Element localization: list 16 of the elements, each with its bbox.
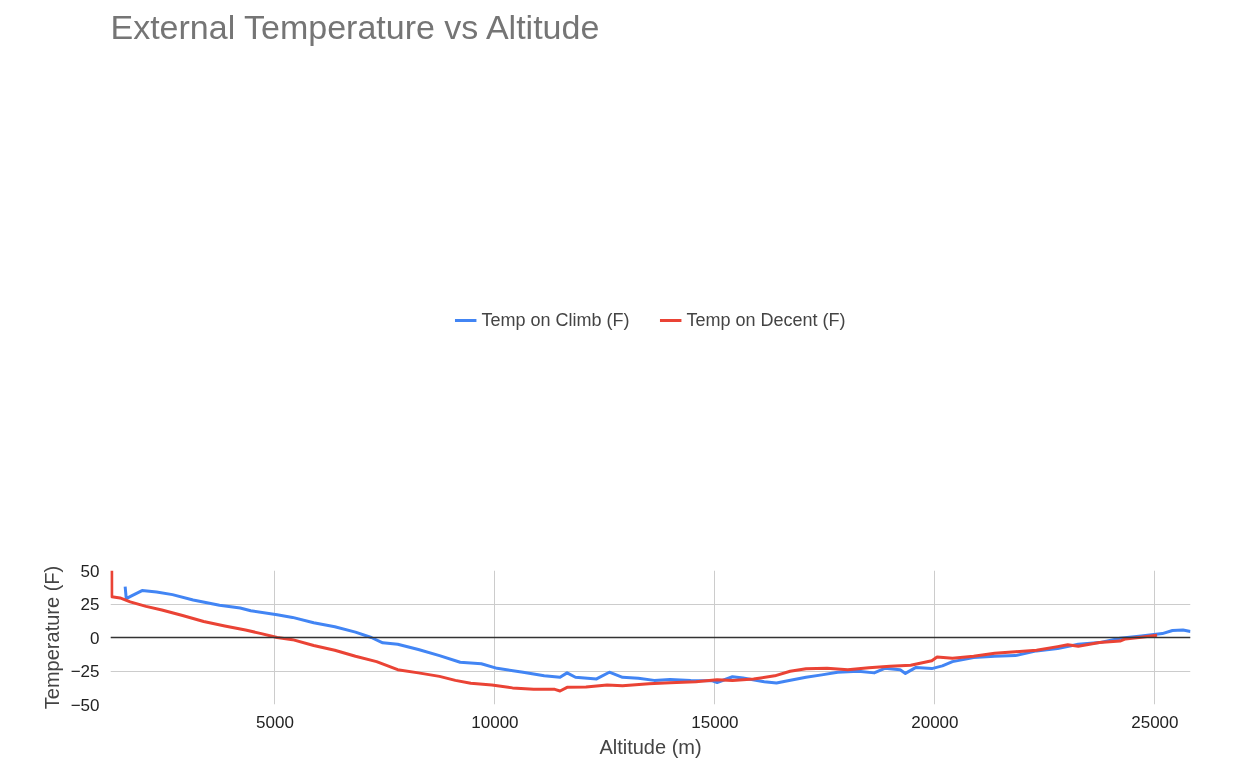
chart-title: External Temperature vs Altitude — [110, 7, 600, 46]
x-tick-label: 10000 — [471, 712, 519, 732]
legend-label: Temp on Decent (F) — [686, 309, 846, 331]
x-axis-title: Altitude (m) — [599, 735, 702, 758]
legend-label: Temp on Climb (F) — [481, 309, 630, 331]
x-tick-label: 25000 — [1131, 712, 1179, 732]
y-tick-label: 50 — [80, 561, 100, 581]
y-axis-title: Temperature (F) — [40, 565, 63, 710]
y-tick-label: −25 — [70, 662, 100, 681]
y-tick-label: 25 — [80, 595, 100, 614]
y-tick-label: −50 — [70, 695, 100, 715]
x-tick-label: 5000 — [256, 712, 294, 732]
x-tick-label: 20000 — [911, 712, 959, 732]
line-series — [110, 570, 1159, 693]
y-tick-label: 0 — [90, 628, 100, 648]
x-tick-label: 15000 — [691, 712, 739, 732]
